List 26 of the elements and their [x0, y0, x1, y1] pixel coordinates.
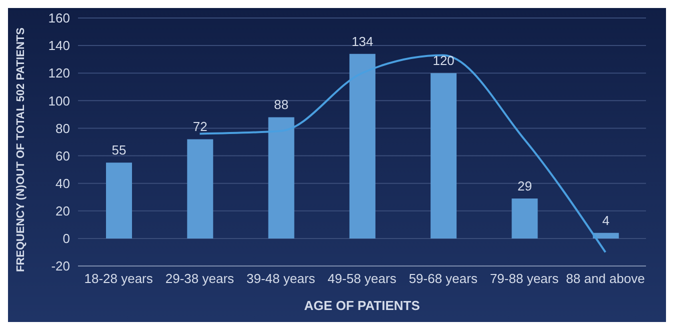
x-tick-label: 39-48 years — [246, 271, 316, 286]
y-tick-label: 100 — [48, 93, 70, 108]
x-tick-label: 29-38 years — [165, 271, 235, 286]
y-tick-label: 40 — [56, 176, 70, 191]
y-tick-label: -20 — [51, 258, 70, 274]
x-tick-label: 79-88 years — [490, 271, 560, 286]
y-tick-label: 160 — [48, 10, 70, 26]
y-tick-label: 80 — [56, 120, 70, 136]
y-tick-label: 20 — [56, 204, 70, 219]
data-label: 120 — [432, 53, 454, 68]
y-tick-label: 60 — [56, 148, 70, 164]
y-tick-label: 120 — [48, 66, 70, 81]
x-axis-title: AGE OF PATIENTS — [304, 298, 420, 313]
y-tick-label: 0 — [62, 231, 70, 246]
data-label: 72 — [192, 119, 208, 134]
y-axis-title: FREQUENCY (N)OUT OF TOTAL 502 PATIENTS — [14, 28, 27, 272]
data-label: 55 — [112, 142, 126, 158]
data-label: 29 — [517, 178, 532, 194]
data-label: 4 — [602, 212, 610, 228]
x-tick-label: 59-68 years — [408, 271, 478, 286]
y-tick-label: 140 — [48, 38, 70, 54]
data-label: 134 — [352, 34, 374, 49]
x-tick-label: 49-58 years — [328, 271, 397, 286]
data-label: 88 — [274, 97, 289, 112]
x-tick-label: 88 and above — [566, 271, 645, 286]
x-tick-label: 18-28 years — [84, 271, 154, 286]
